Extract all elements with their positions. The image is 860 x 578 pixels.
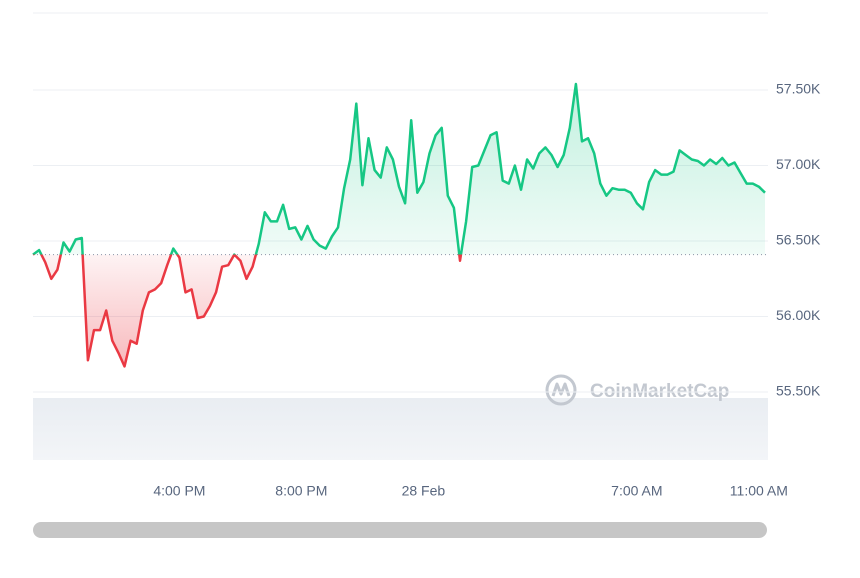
scrollbar[interactable] (33, 522, 767, 538)
y-tick-label: 56.00K (776, 307, 821, 323)
x-tick-label: 7:00 AM (611, 483, 662, 499)
y-tick-label: 55.50K (776, 383, 821, 399)
watermark-logo (545, 374, 577, 406)
x-tick-label: 8:00 PM (275, 483, 327, 499)
price-line (32, 82, 766, 368)
watermark: CoinMarketCap (590, 381, 729, 402)
price-area (33, 84, 765, 367)
y-tick-label: 56.50K (776, 232, 821, 248)
volume-area (33, 398, 768, 460)
x-tick-label: 4:00 PM (153, 483, 205, 499)
y-tick-label: 57.50K (776, 81, 821, 97)
y-tick-label: 57.00K (776, 156, 821, 172)
x-tick-label: 11:00 AM (730, 483, 788, 499)
x-tick-label: 28 Feb (402, 483, 446, 499)
